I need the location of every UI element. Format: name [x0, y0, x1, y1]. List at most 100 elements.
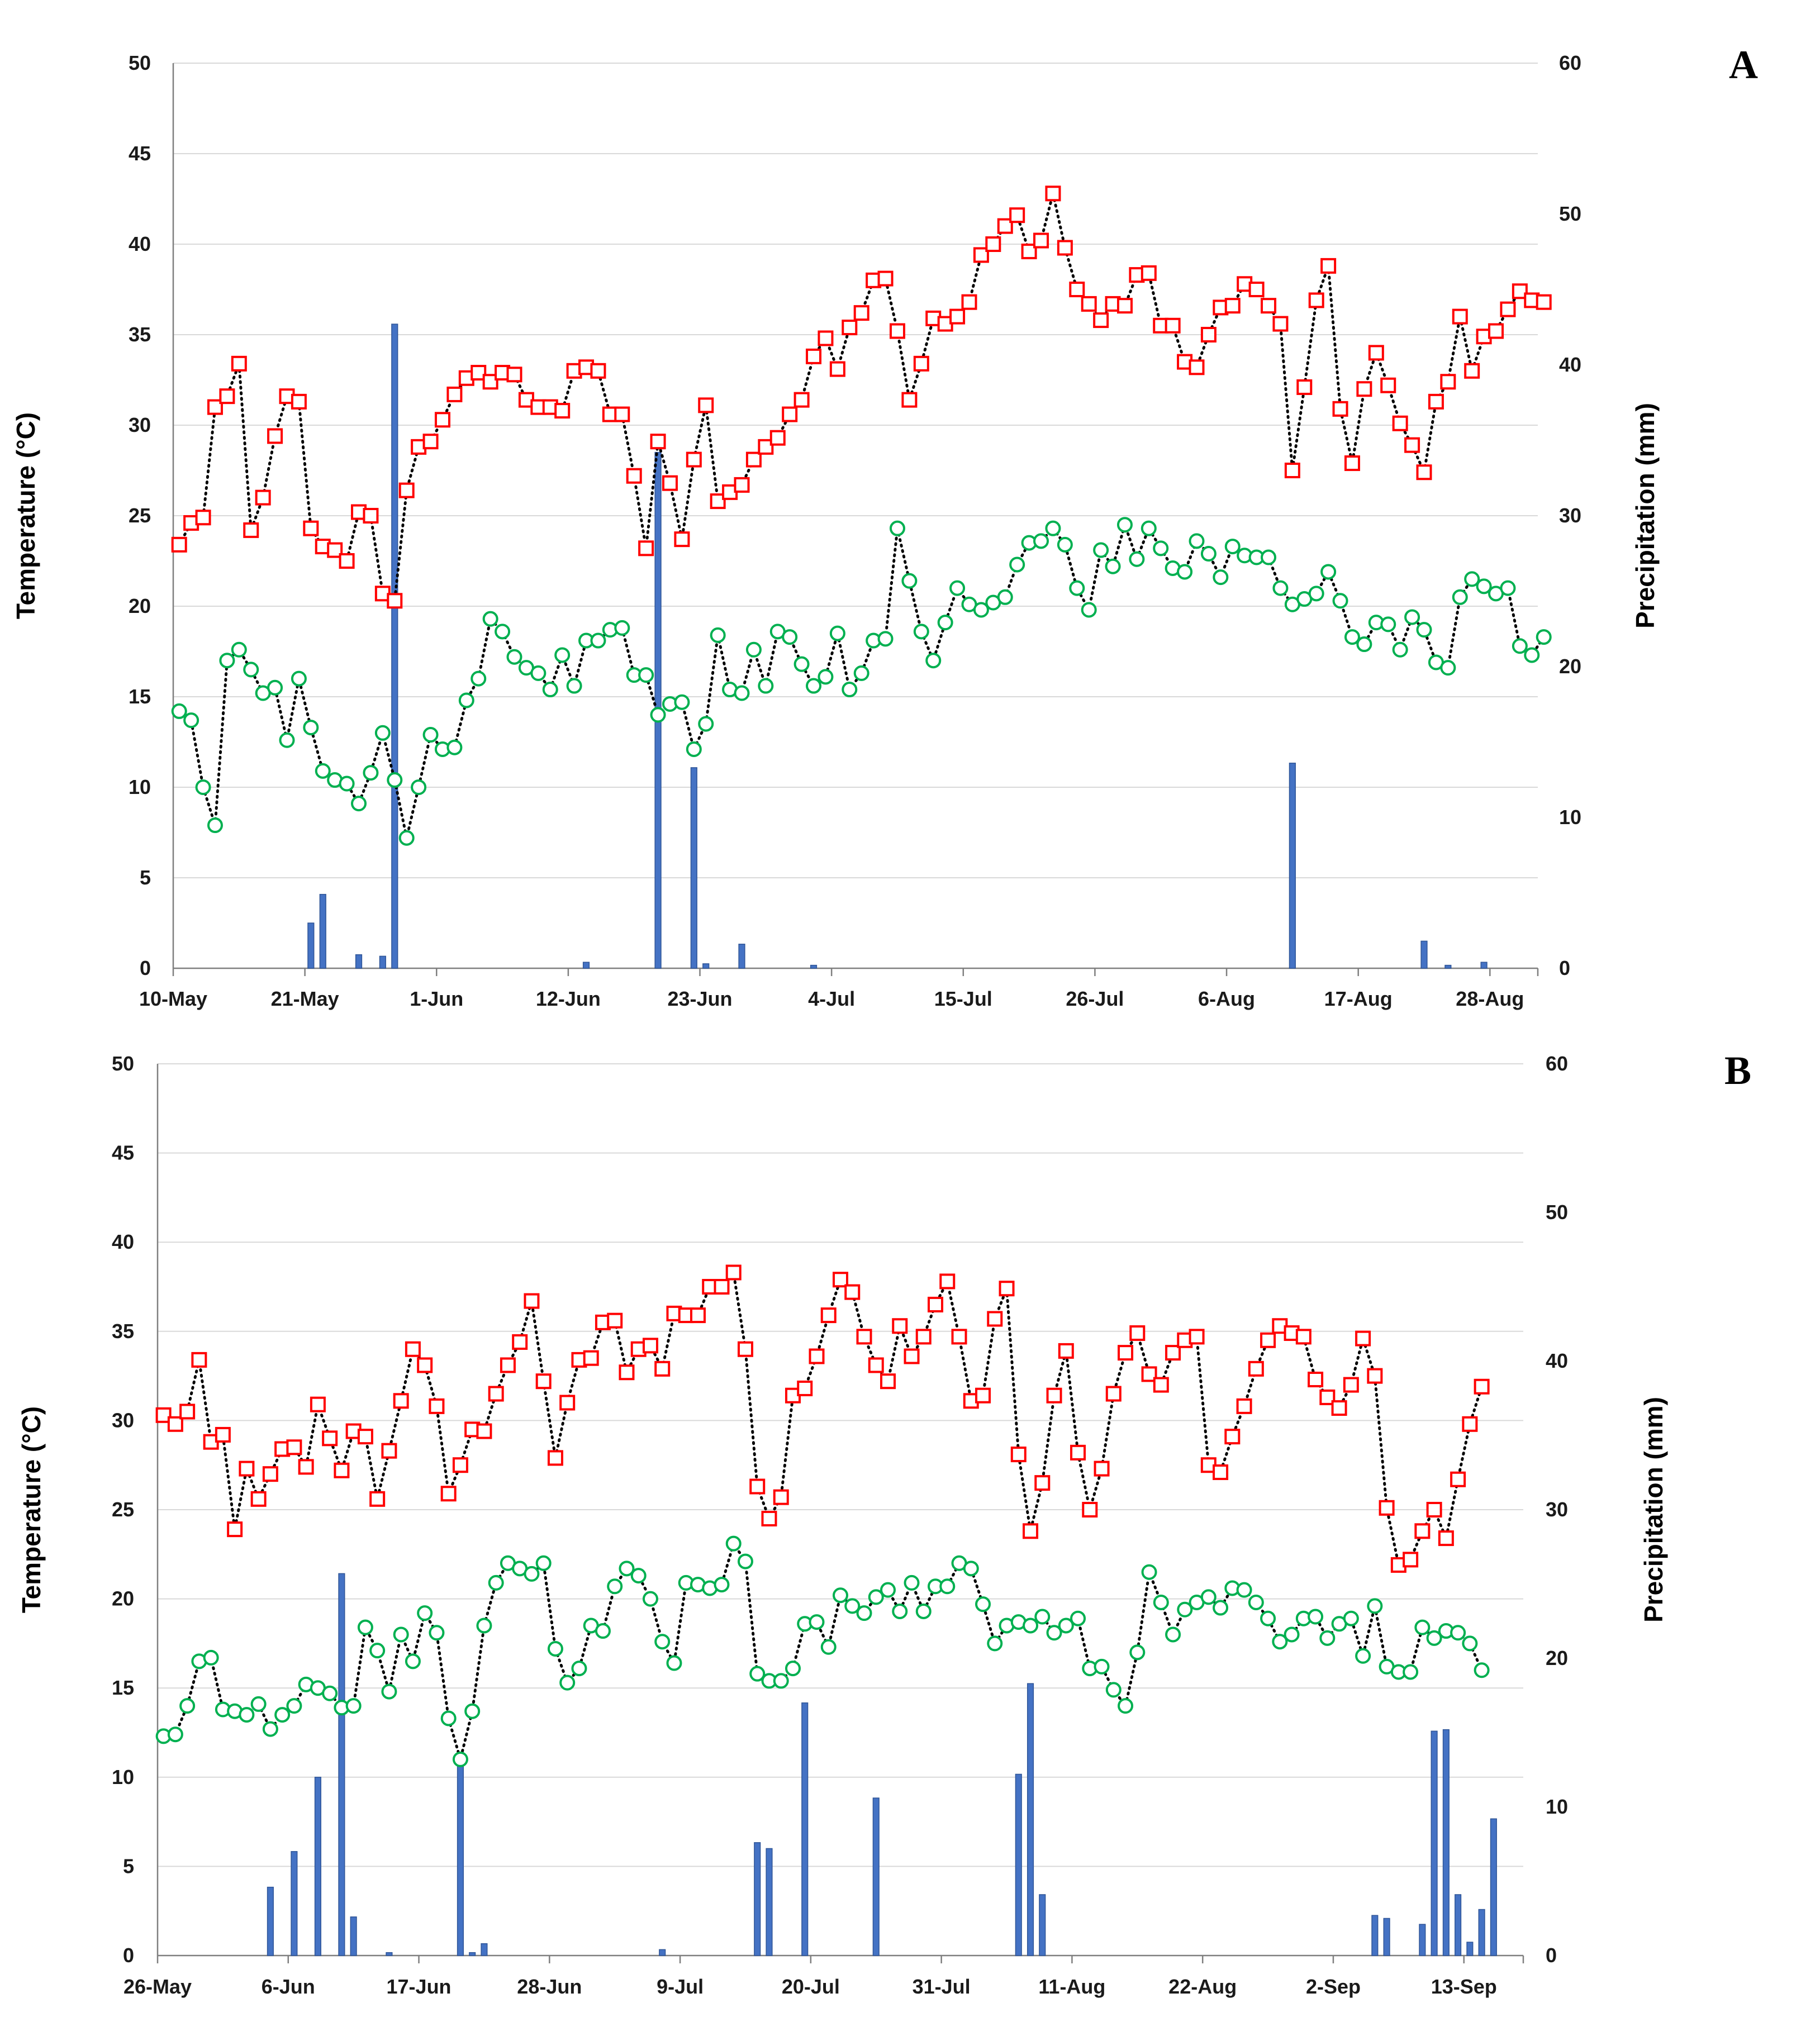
max-temp-point: [904, 1348, 920, 1364]
min-temp-point: [638, 667, 654, 683]
max-temp-point: [322, 1430, 338, 1447]
min-temp-point: [1403, 1664, 1419, 1680]
min-temp-point: [818, 669, 834, 685]
max-temp-point: [422, 434, 439, 450]
min-temp-point: [452, 1751, 468, 1767]
min-temp-point: [868, 1589, 884, 1605]
precipitation-bar: [659, 1949, 666, 1956]
max-temp-point: [842, 320, 858, 336]
min-temp-point: [458, 692, 474, 708]
max-temp-point: [1380, 377, 1396, 393]
max-temp-point: [1379, 1500, 1395, 1516]
max-temp-point: [1260, 1332, 1276, 1348]
min-temp-point: [1464, 571, 1480, 587]
max-temp-point: [298, 1459, 314, 1475]
max-temp-point: [506, 367, 522, 383]
max-temp-point: [590, 363, 606, 379]
max-temp-point: [690, 1307, 706, 1324]
x-tick-label: 12-Jun: [536, 987, 601, 1010]
max-temp-point: [381, 1443, 397, 1459]
min-temp-point: [345, 1698, 362, 1714]
min-temp-point: [482, 611, 498, 627]
precipitation-bar: [1442, 1729, 1450, 1956]
max-temp-point: [698, 397, 714, 413]
max-temp-point: [554, 403, 571, 419]
precipitation-bar: [1490, 1818, 1497, 1956]
precipitation-bar: [267, 1886, 274, 1956]
min-temp-point: [1200, 546, 1216, 562]
min-temp-point: [1046, 1625, 1062, 1641]
min-temp-point: [1536, 629, 1552, 645]
min-temp-point: [630, 1568, 647, 1584]
min-temp-point: [1057, 536, 1073, 553]
max-temp-point: [167, 1416, 183, 1432]
max-temp-point: [1189, 359, 1205, 375]
y2-tick-label: 20: [1546, 1647, 1568, 1669]
y2-tick-label: 60: [1559, 51, 1581, 74]
max-temp-point: [877, 270, 894, 287]
gridlines: [173, 63, 1538, 969]
max-temp-point: [1057, 240, 1073, 256]
min-temp-point: [1392, 641, 1408, 658]
min-temp-point: [1332, 593, 1348, 609]
max-temp-point: [1093, 312, 1109, 329]
max-temp-point: [227, 1521, 243, 1538]
max-temp-series: [155, 1264, 1490, 1573]
panel-label: B: [1724, 1048, 1751, 1093]
max-temp-point: [714, 1279, 730, 1295]
max-temp-point: [626, 468, 642, 484]
y-tick-label: 45: [112, 1141, 134, 1164]
precipitation-bar: [386, 1952, 393, 1956]
y-tick-label: 20: [112, 1587, 134, 1610]
max-temp-point: [820, 1307, 837, 1324]
min-temp-point: [1236, 1582, 1252, 1598]
max-temp-point: [1105, 1386, 1122, 1402]
min-temp-point: [963, 1561, 979, 1577]
min-temp-point: [877, 631, 894, 647]
y-tick-label: 35: [112, 1320, 134, 1343]
y-tick-label: 45: [129, 142, 151, 165]
max-temp-point: [737, 1341, 753, 1357]
max-temp-point: [1033, 232, 1049, 249]
min-temp-point: [440, 1710, 457, 1726]
max-temp-point: [686, 451, 702, 468]
min-temp-point: [949, 580, 966, 596]
min-temp-point: [619, 1561, 635, 1577]
panel-b: 0 5 10 15 20 25 30 35 40 45 50 0 10 20 30 40 50 60 26-May 6…: [17, 1048, 1751, 1998]
y2-tick-label: 40: [1559, 353, 1581, 376]
precipitation-bar: [1289, 763, 1296, 969]
max-temp-point: [856, 1329, 872, 1345]
max-temp-point: [853, 305, 869, 321]
min-temp-point: [1105, 1682, 1122, 1698]
y-tick-label: 5: [123, 1854, 134, 1877]
min-temp-point: [1440, 660, 1456, 676]
y-tick-label: 0: [140, 957, 151, 979]
x-tick-label: 31-Jul: [913, 1975, 971, 1998]
min-temp-point: [488, 1574, 504, 1591]
min-temp-point: [571, 1661, 587, 1677]
precipitation-bar: [338, 1573, 345, 1956]
min-temp-point: [446, 739, 463, 755]
y-tick-label: 25: [112, 1498, 134, 1521]
precipitation-bar: [582, 962, 590, 969]
min-temp-point: [913, 624, 929, 640]
min-temp-point: [1189, 533, 1205, 549]
min-temp-point: [250, 1696, 267, 1712]
y2-tick-label: 0: [1546, 1944, 1557, 1967]
min-temp-point: [1081, 602, 1097, 618]
y-tick-label: 25: [129, 504, 151, 527]
max-temp-point: [793, 392, 810, 408]
max-temp-point: [339, 553, 355, 569]
max-temp-point: [829, 361, 845, 377]
max-temp-point: [809, 1348, 825, 1364]
min-temp-point: [231, 641, 247, 658]
max-temp-point: [1428, 393, 1444, 410]
min-temp-point: [381, 1683, 397, 1700]
min-temp-point: [471, 670, 487, 687]
max-temp-point: [1023, 1523, 1039, 1539]
min-temp-point: [398, 830, 415, 846]
min-temp-point: [820, 1639, 837, 1655]
max-temp-point: [1081, 296, 1097, 312]
max-temp-point: [215, 1426, 231, 1443]
y-tick-label: 15: [129, 685, 151, 708]
